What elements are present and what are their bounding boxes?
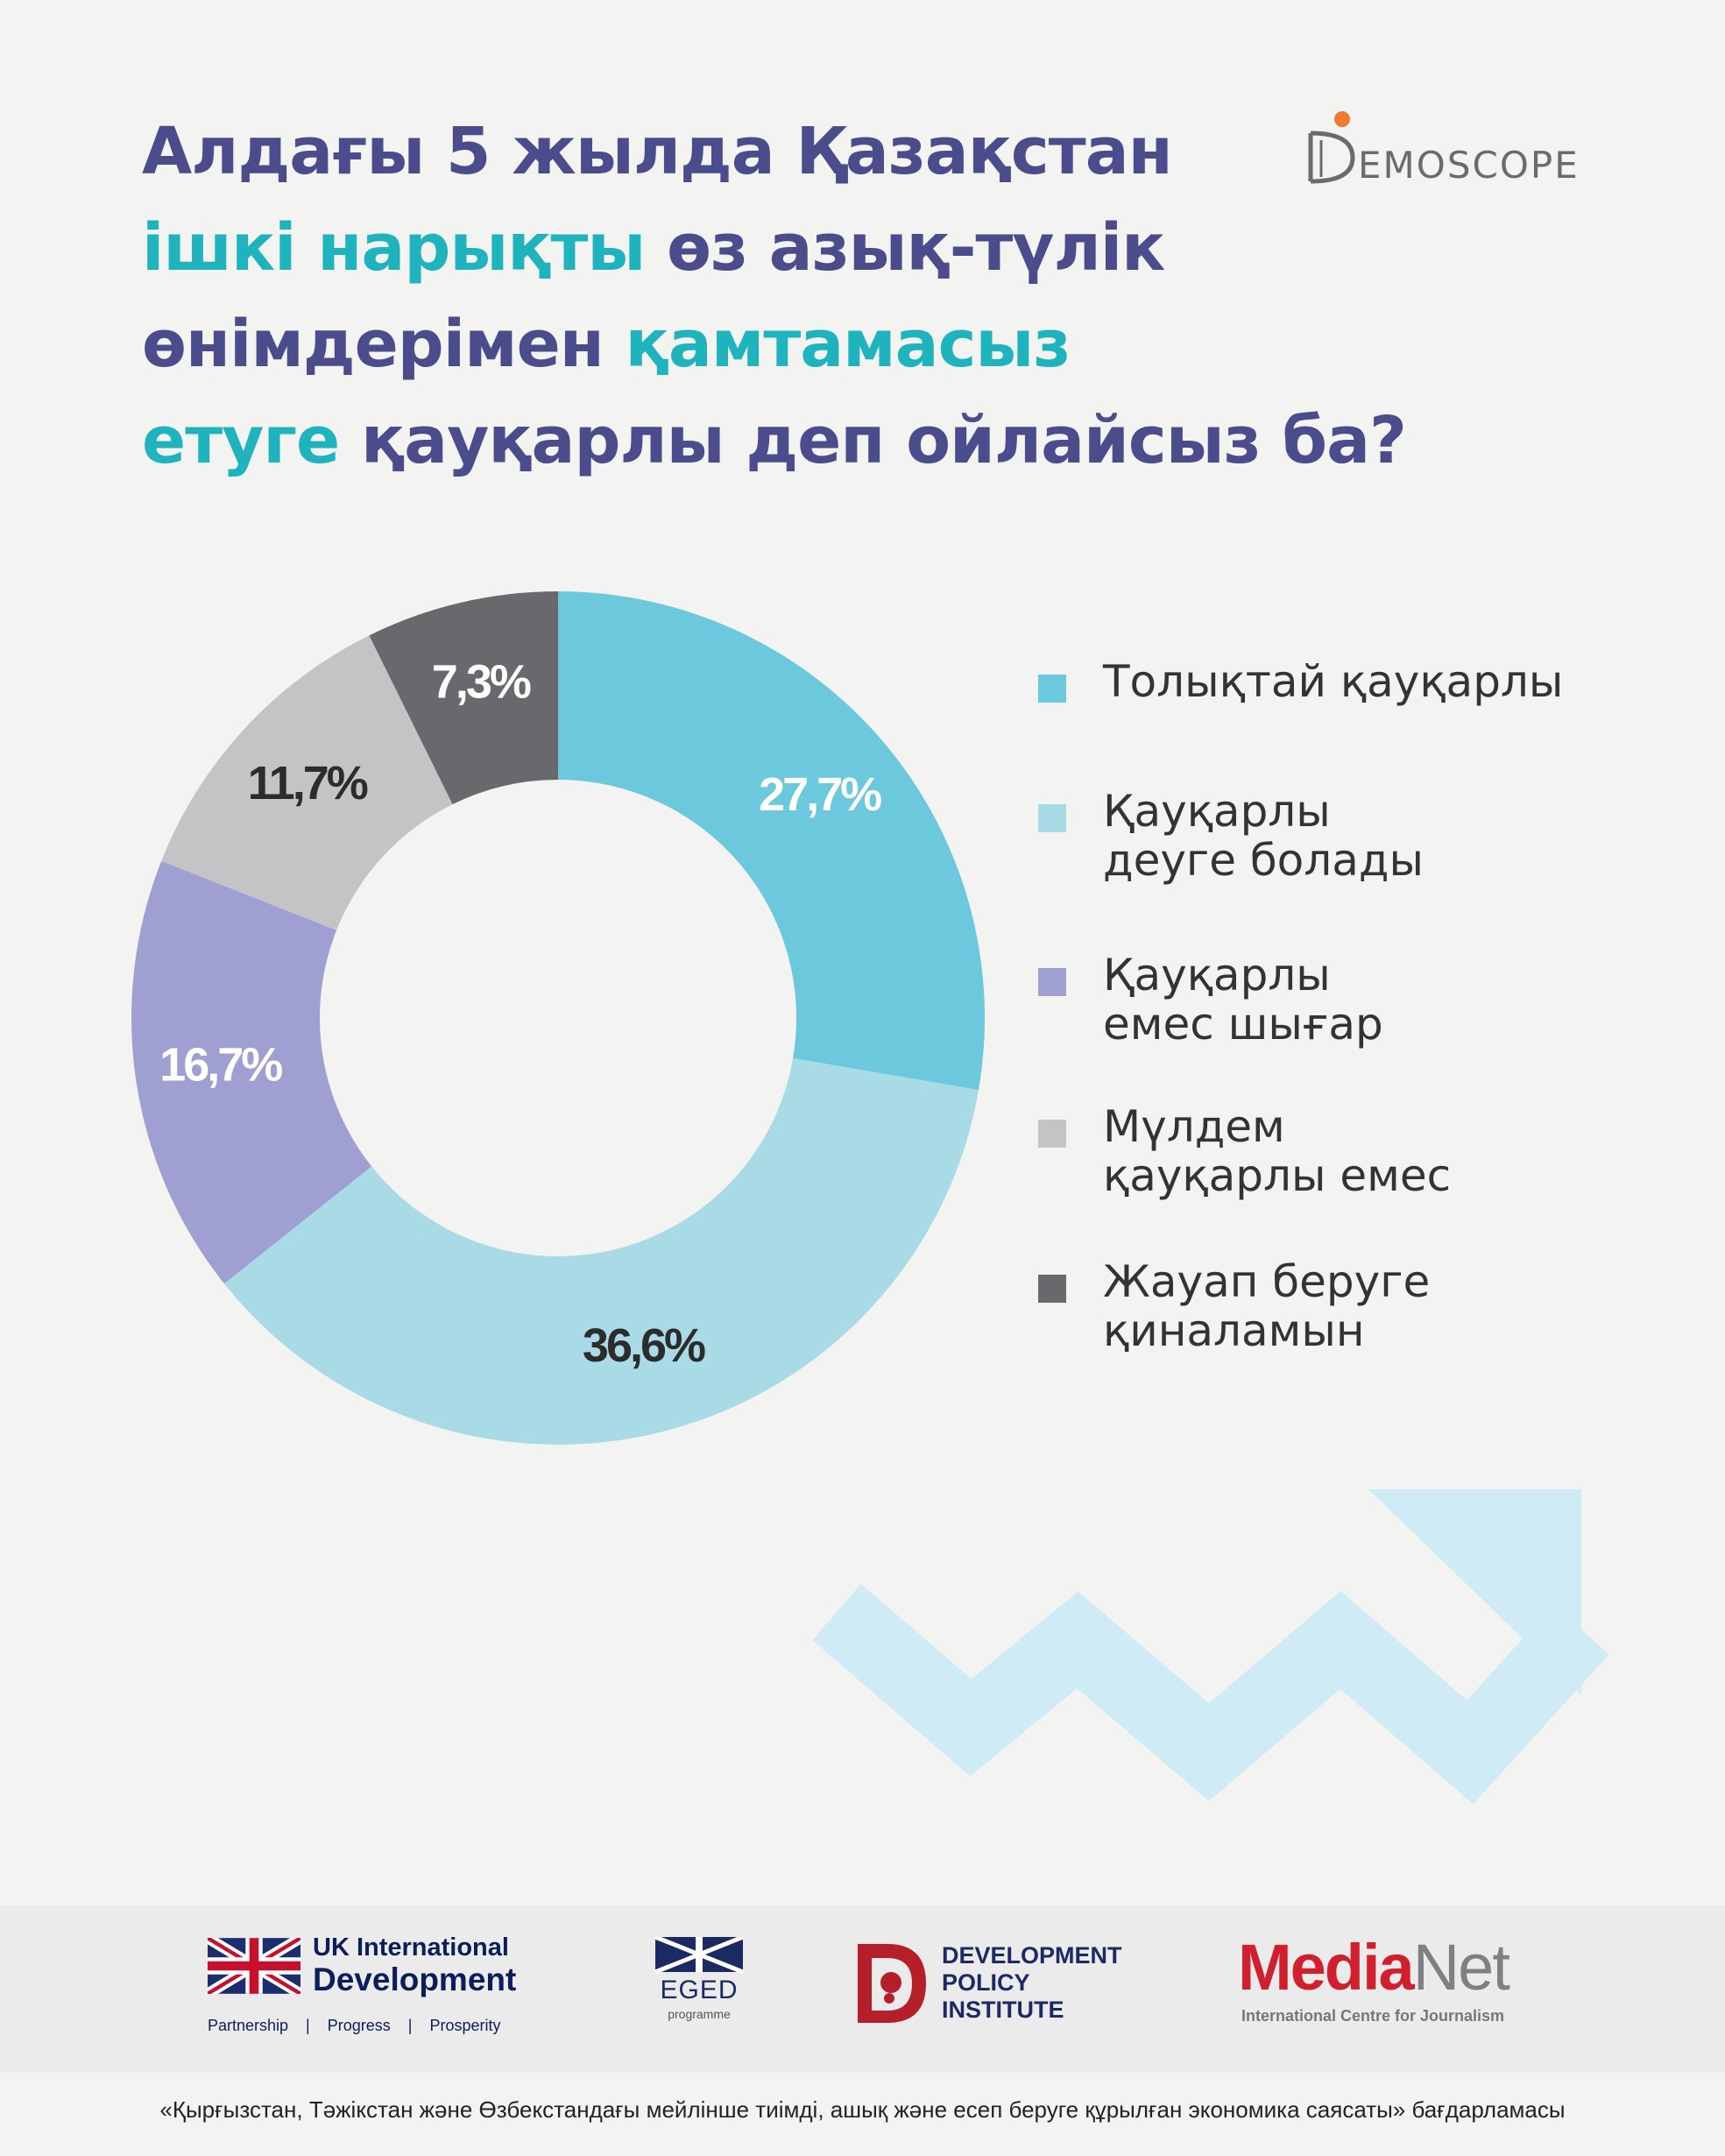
eged-sub: programme [668,2007,731,2021]
medianet-logo: MediaNet International Centre for Journa… [1238,1931,1553,2035]
legend-swatch [1038,1275,1066,1303]
legend-label: Жауап беруге қиналамын [1103,1256,1431,1356]
legend-swatch [1038,804,1066,832]
demoscope-mark-icon [1308,111,1355,184]
medianet-net: Net [1412,1931,1510,2004]
partners-footer: UK International Development Partnership… [0,1905,1725,2072]
union-flag-icon [208,1938,300,1994]
uk-title-line-2: Development [313,1962,517,1997]
title-line-1: Алдағы 5 жылда Қазақстан [142,103,1281,200]
development-policy-institute-logo: DEVELOPMENT POLICY INSTITUTE [852,1940,1159,2037]
medianet-media: Media [1238,1931,1415,2004]
title-segment-highlight: қамтамасыз [625,307,1071,382]
donut-slice-4 [161,635,453,930]
donut-slice-1 [558,591,985,1091]
chart-title: Алдағы 5 жылда Қазақстан ішкі нарықты өз… [142,103,1407,489]
dpi-mark-icon [858,1944,926,2023]
dpi-name: DEVELOPMENT POLICY INSTITUTE [942,1942,1152,2024]
legend-swatch [1038,1120,1066,1148]
eged-name: EGED [660,1976,739,2004]
title-segment: Алдағы 5 жылда Қазақстан [142,114,1173,189]
title-segment-highlight: етуге [142,403,361,478]
program-footnote: «Қырғызстан, Тәжікстан және Өзбекстандағ… [159,2096,1566,2123]
legend-swatch [1038,968,1066,996]
title-line-2: ішкі нарықты өз азық-түлік [142,200,1281,296]
slice-value-label: 27,7% [759,768,881,821]
dpi-line-2: POLICY [942,1969,1030,1996]
uk-title: UK International Development [313,1933,541,1997]
uk-international-development-logo: UK International Development Partnership… [208,1933,541,2039]
slice-value-label: 7,3% [432,655,531,708]
demoscope-logo: EMOSCOPE [1304,107,1584,190]
slice-value-label: 36,6% [583,1319,705,1372]
title-line-3: өнімдерімен қамтамасыз [142,296,1281,392]
eged-flag-icon [654,1934,744,1975]
uk-title-line-1: UK International [313,1933,509,1962]
donut-slice-5 [369,591,558,805]
eged-logo: EGED programme [651,1934,747,2033]
title-segment: өнімдерімен [142,307,626,382]
slice-value-label: 11,7% [248,757,368,809]
medianet-sub: International Centre for Journalism [1241,2007,1505,2025]
donut-slice-3 [131,860,372,1284]
dpi-line-3: INSTITUTE [942,1997,1064,2023]
slice-value-label: 16,7% [159,1039,282,1092]
legend-label: Қауқарлы деуге болады [1103,786,1424,886]
demoscope-wordmark: EMOSCOPE [1358,144,1580,187]
legend-label: Қауқарлы емес шығар [1103,950,1383,1050]
legend-swatch [1038,675,1066,703]
donut-slice-2 [223,1057,979,1446]
legend-label: Толықтай қауқарлы [1103,656,1564,707]
title-segment: қауқарлы деп ойлайсыз ба? [360,403,1407,478]
uk-tagline: Partnership | Progress | Prosperity [208,2017,501,2034]
title-segment-highlight: ішкі нарықты [142,210,668,286]
zigzag-arrow-icon [812,1489,1609,1805]
dpi-line-1: DEVELOPMENT [942,1942,1122,1969]
medianet-wordmark: MediaNet [1238,1930,1510,2004]
legend-label: Мүлдем қауқарлы емес [1103,1101,1452,1201]
title-segment: өз азық-түлік [667,210,1165,286]
title-line-4: етуге қауқарлы деп ойлайсыз ба? [142,392,1407,489]
